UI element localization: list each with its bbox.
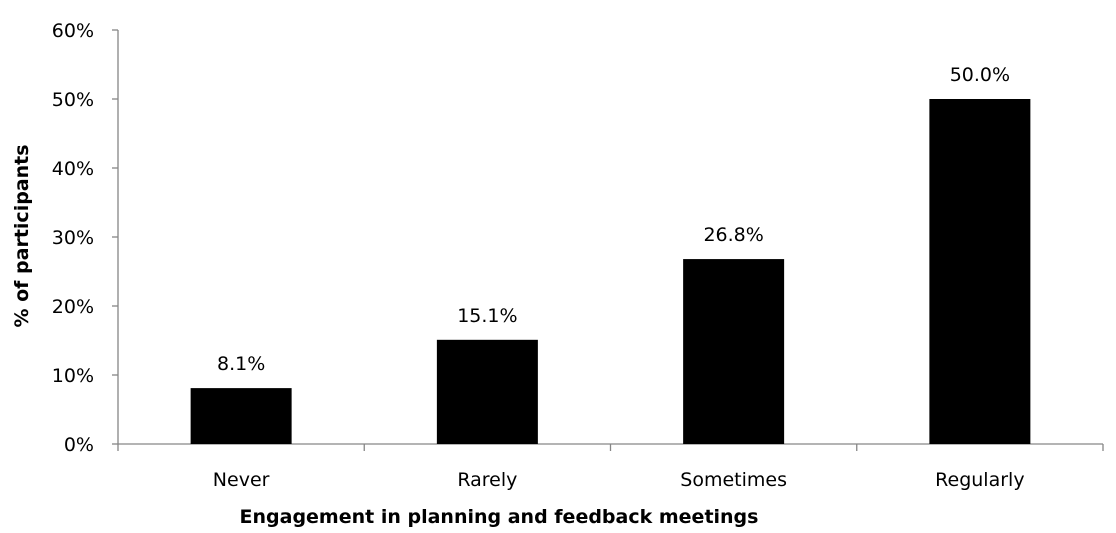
- bar-rarely: [436, 339, 538, 444]
- bar-sometimes: [683, 259, 785, 444]
- x-axis-title: Engagement in planning and feedback meet…: [240, 506, 759, 528]
- x-tick-label-rarely: Rarely: [457, 469, 517, 491]
- y-tick-label: 30%: [52, 227, 94, 249]
- y-tick-label: 0%: [64, 434, 94, 456]
- x-tick-label-sometimes: Sometimes: [680, 469, 787, 491]
- y-tick-label: 20%: [52, 296, 94, 318]
- data-label-regularly: 50.0%: [950, 64, 1010, 86]
- y-tick-label: 50%: [52, 89, 94, 111]
- data-label-sometimes: 26.8%: [703, 224, 763, 246]
- y-axis-title: % of participants: [11, 144, 33, 327]
- x-axis: Never Rarely Sometimes Regularly: [117, 443, 1104, 491]
- data-labels-group: 8.1% 15.1% 26.8% 50.0%: [217, 64, 1010, 375]
- y-tick-label: 60%: [52, 20, 94, 42]
- bar-never: [190, 388, 292, 444]
- y-axis: 0% 10% 20% 30% 40% 50% 60%: [52, 20, 119, 456]
- bar-regularly: [929, 99, 1031, 444]
- x-tick-label-never: Never: [213, 469, 270, 491]
- x-tick-label-regularly: Regularly: [935, 469, 1024, 491]
- y-tick-label: 40%: [52, 158, 94, 180]
- data-label-never: 8.1%: [217, 353, 265, 375]
- bars-group: [190, 99, 1031, 444]
- y-tick-label: 10%: [52, 365, 94, 387]
- data-label-rarely: 15.1%: [457, 305, 517, 327]
